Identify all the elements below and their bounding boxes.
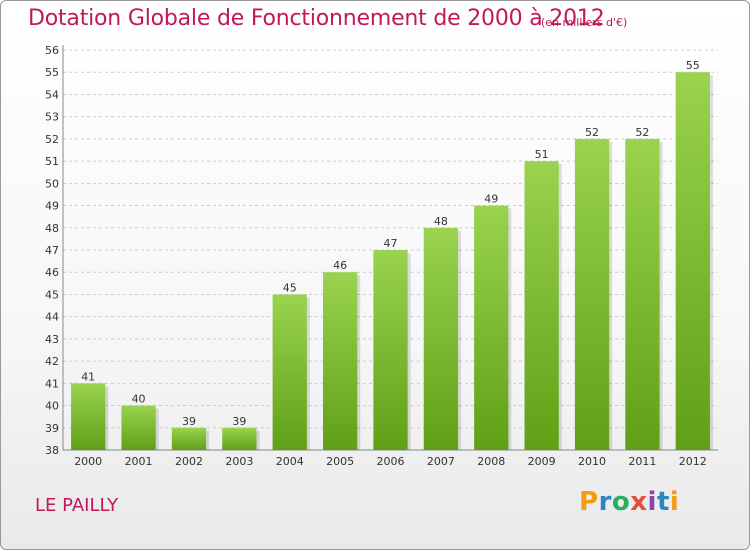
x-tick-label: 2002	[175, 455, 203, 468]
logo-letter: r	[598, 487, 612, 517]
x-tick-label: 2008	[477, 455, 505, 468]
x-tick-label: 2007	[427, 455, 455, 468]
bar-2005	[322, 272, 358, 450]
value-label: 52	[635, 126, 649, 139]
y-tick-label: 56	[45, 44, 59, 57]
value-label: 55	[686, 59, 700, 72]
y-tick-label: 51	[45, 155, 59, 168]
value-label: 39	[182, 415, 196, 428]
y-tick-label: 53	[45, 111, 59, 124]
x-tick-label: 2010	[578, 455, 606, 468]
bar-2009	[524, 161, 559, 450]
y-tick-label: 47	[45, 244, 59, 257]
bar-2012	[675, 72, 710, 450]
value-label: 51	[535, 148, 549, 161]
y-tick-labels: 38 39 40 41 42 43 44 45 46 47 48 49 50 51 52 53 54 55 56	[45, 44, 59, 457]
y-tick-label: 42	[45, 355, 59, 368]
x-tick-label: 2004	[276, 455, 304, 468]
x-tick-label: 2001	[125, 455, 153, 468]
bar-2006	[373, 250, 408, 450]
bar-2004	[272, 294, 307, 450]
chart-title: Dotation Globale de Fonctionnement de 20…	[28, 6, 605, 31]
value-label: 40	[132, 393, 146, 406]
value-labels: 41 40 39 39 45 46 47 48 49 51 52 52 55	[81, 59, 700, 428]
bar-2007	[423, 227, 459, 450]
y-tick-label: 54	[45, 88, 59, 101]
value-label: 46	[333, 259, 347, 272]
value-label: 41	[81, 370, 95, 383]
y-tick-label: 41	[45, 377, 59, 390]
bar-2011	[625, 138, 660, 450]
y-tick-label: 43	[45, 333, 59, 346]
y-tick-label: 45	[45, 288, 59, 301]
y-tick-label: 38	[45, 444, 59, 457]
y-tick-label: 44	[45, 311, 59, 324]
x-tick-label: 2005	[326, 455, 354, 468]
value-label: 47	[384, 237, 398, 250]
bars	[71, 72, 713, 450]
chart-subtitle: (en milliers d'€)	[541, 16, 628, 29]
x-tick-label: 2009	[528, 455, 556, 468]
x-tick-labels: 2000 2001 2002 2003 2004 2005 2006 2007 2008 2009…	[74, 455, 707, 468]
bar-2003	[222, 427, 257, 450]
value-label: 48	[434, 215, 448, 228]
proxiti-logo: Proxiti	[579, 487, 679, 517]
bar-2008	[474, 205, 509, 450]
bar-2001	[121, 405, 156, 450]
y-tick-label: 40	[45, 400, 59, 413]
logo-letter: i	[647, 487, 657, 517]
place-name: LE PAILLY	[35, 495, 119, 516]
x-tick-label: 2006	[377, 455, 405, 468]
y-tick-label: 55	[45, 66, 59, 79]
y-tick-label: 49	[45, 200, 59, 213]
logo-letter: x	[630, 487, 648, 517]
value-label: 45	[283, 281, 297, 294]
bar-2000	[71, 383, 106, 450]
value-label: 49	[484, 193, 498, 206]
y-tick-label: 52	[45, 133, 59, 146]
logo-letter: t	[656, 487, 670, 517]
y-tick-label: 46	[45, 266, 59, 279]
bar-2002	[171, 427, 207, 450]
x-tick-label: 2011	[628, 455, 656, 468]
x-tick-label: 2012	[679, 455, 707, 468]
y-tick-label: 48	[45, 222, 59, 235]
logo-letter: P	[579, 487, 599, 517]
value-label: 39	[232, 415, 246, 428]
value-label: 52	[585, 126, 599, 139]
y-tick-label: 50	[45, 177, 59, 190]
bar-2010	[574, 138, 610, 450]
x-tick-label: 2003	[225, 455, 253, 468]
x-tick-label: 2000	[74, 455, 102, 468]
y-tick-label: 39	[45, 422, 59, 435]
logo-letter: o	[611, 487, 631, 517]
logo-letter: i	[669, 487, 680, 517]
